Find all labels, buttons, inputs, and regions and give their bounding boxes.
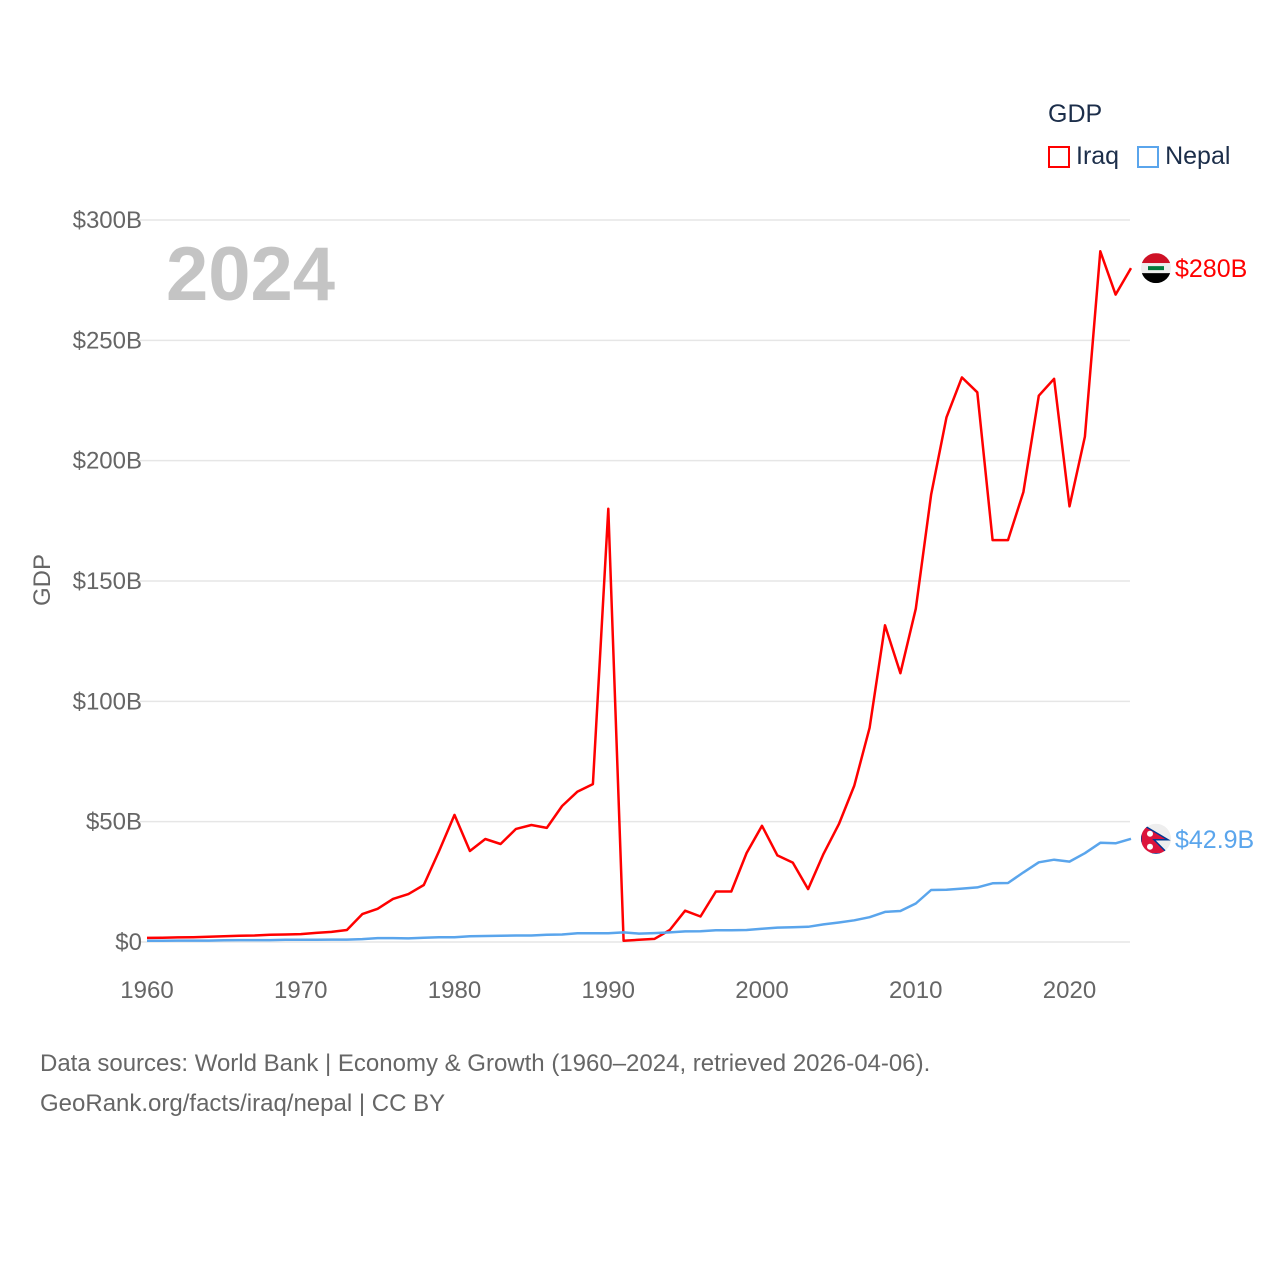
year-watermark: 2024 xyxy=(166,232,335,317)
y-tick-label: $100B xyxy=(73,688,142,715)
x-tick-label: 1970 xyxy=(274,977,327,1004)
footer: Data sources: World Bank | Economy & Gro… xyxy=(40,1044,930,1124)
legend-swatch-iraq xyxy=(1048,145,1070,168)
legend-item-nepal[interactable]: Nepal xyxy=(1137,142,1230,171)
data-sources-text: Data sources: World Bank | Economy & Gro… xyxy=(40,1050,931,1077)
end-value-label-nepal: $42.9B xyxy=(1175,826,1254,854)
y-axis-label: GDP xyxy=(29,554,56,606)
x-tick-label: 2010 xyxy=(889,977,942,1004)
legend-label-iraq: Iraq xyxy=(1076,142,1120,170)
series-line-iraq xyxy=(146,250,1133,943)
series-line-nepal xyxy=(147,837,1132,943)
x-tick-label: 1960 xyxy=(120,977,173,1004)
source-link[interactable]: GeoRank.org/facts/iraq/nepal | CC BY xyxy=(40,1090,446,1117)
legend-swatch-nepal xyxy=(1137,145,1160,168)
legend-label-nepal: Nepal xyxy=(1165,142,1231,170)
legend-title: GDP xyxy=(1048,100,1103,128)
x-tick-label: 1990 xyxy=(582,977,635,1004)
y-tick-label: $300B xyxy=(73,207,142,234)
iraq-flag-icon xyxy=(1141,253,1171,284)
legend-item-iraq[interactable]: Iraq xyxy=(1048,142,1119,171)
y-tick-label: $250B xyxy=(73,327,142,354)
y-tick-label: $150B xyxy=(73,568,142,595)
y-tick-label: $50B xyxy=(86,809,142,836)
end-value-label-iraq: $280B xyxy=(1175,255,1247,283)
y-tick-label: $200B xyxy=(73,448,142,475)
x-tick-label: 2020 xyxy=(1043,977,1096,1004)
y-tick-label: $0 xyxy=(115,929,142,956)
nepal-flag-icon xyxy=(1141,823,1171,854)
x-tick-label: 2000 xyxy=(735,977,788,1004)
legend: Iraq Nepal xyxy=(1048,142,1248,171)
x-tick-label: 1980 xyxy=(428,977,481,1004)
